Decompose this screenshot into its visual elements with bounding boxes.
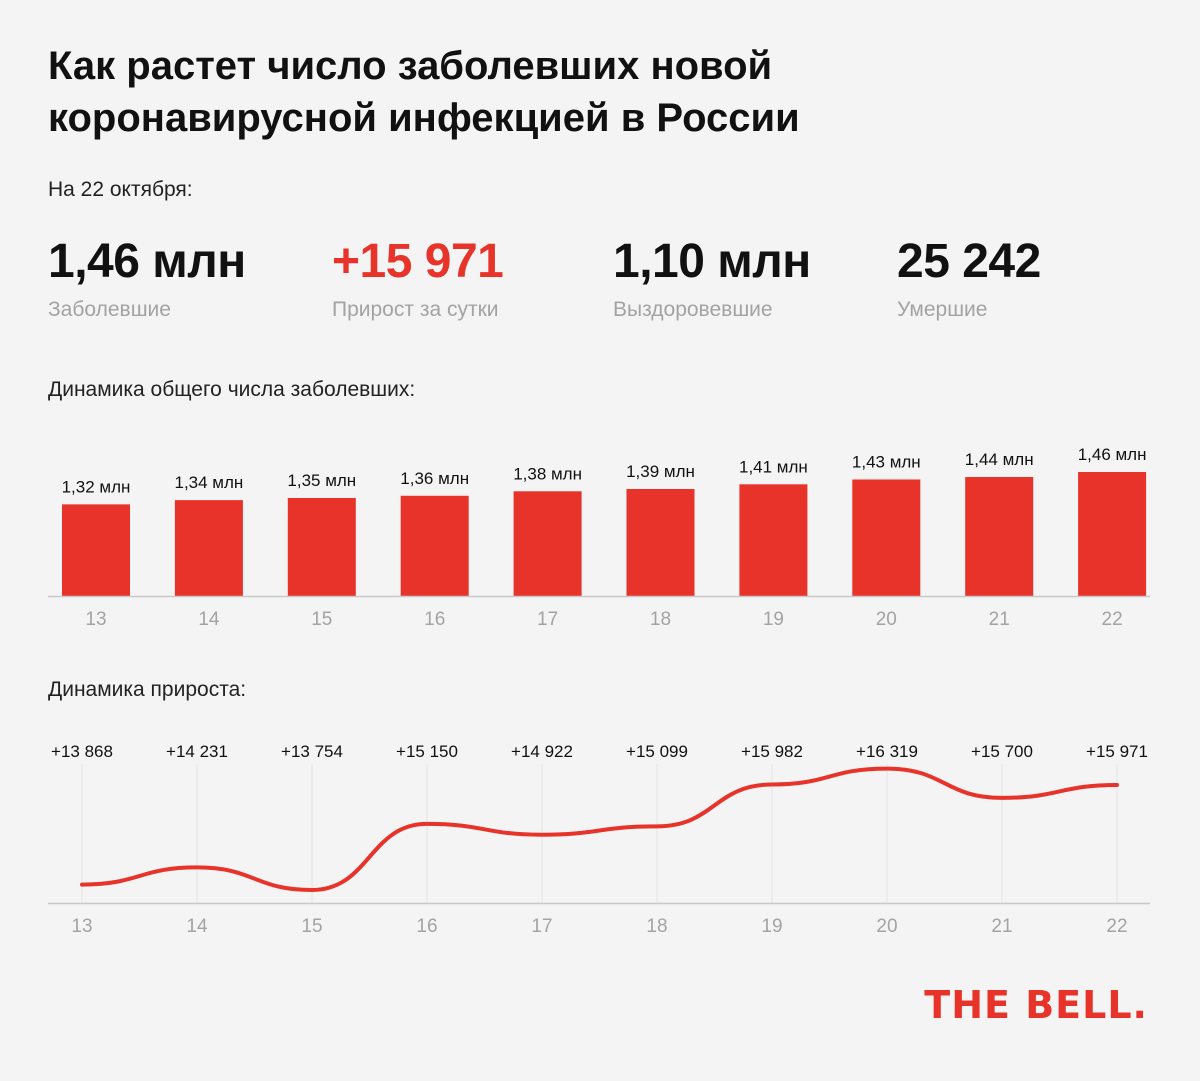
line-x-tick-label: 15 bbox=[301, 916, 322, 937]
stat-cases-label: Заболевшие bbox=[48, 298, 171, 321]
line-chart-title: Динамика прироста: bbox=[48, 678, 247, 701]
stat-recovered: 1,10 млн Выздоровевшие bbox=[613, 232, 811, 322]
bar-16 bbox=[400, 495, 469, 596]
growth-line bbox=[80, 766, 1119, 892]
bar-18 bbox=[626, 488, 695, 596]
line-x-tick-label: 17 bbox=[531, 916, 552, 937]
stat-recovered-value: 1,10 млн bbox=[613, 235, 811, 288]
bar-x-tick-label: 17 bbox=[537, 609, 558, 630]
stat-daily-growth: +15 971 Прирост за сутки bbox=[332, 232, 504, 322]
line-value-label: +13 754 bbox=[281, 742, 343, 761]
bar-value-label: 1,36 млн bbox=[400, 469, 469, 488]
line-value-label: +15 099 bbox=[626, 742, 688, 761]
line-value-label: +13 868 bbox=[51, 742, 113, 761]
line-chart: +13 868 13 +14 231 14 +13 754 15 +15 150 16 +14 … bbox=[48, 742, 1150, 937]
line-x-tick-label: 20 bbox=[876, 916, 897, 937]
line-value-label: +16 319 bbox=[856, 742, 918, 761]
page-title: Как растет число заболевших новой корона… bbox=[48, 40, 1148, 144]
the-bell-logo: THE BELL. bbox=[924, 983, 1148, 1027]
bar-value-label: 1,44 млн bbox=[965, 450, 1034, 469]
bar-x-tick-label: 18 bbox=[650, 609, 671, 630]
bar-value-label: 1,32 млн bbox=[62, 477, 131, 496]
line-x-tick-label: 18 bbox=[646, 916, 667, 937]
stat-recovered-label: Выздоровевшие bbox=[613, 298, 773, 321]
line-value-label: +15 982 bbox=[741, 742, 803, 761]
stat-deaths: 25 242 Умершие bbox=[897, 232, 1041, 322]
bar-value-label: 1,46 млн bbox=[1078, 445, 1147, 464]
stat-daily-growth-label: Прирост за сутки bbox=[332, 298, 499, 321]
stat-deaths-value: 25 242 bbox=[897, 235, 1041, 288]
bar-value-label: 1,35 млн bbox=[287, 471, 356, 490]
line-x-tick-label: 13 bbox=[71, 916, 92, 937]
bar-x-tick-label: 16 bbox=[424, 609, 445, 630]
stat-cases-value: 1,46 млн bbox=[48, 235, 246, 288]
title-line-2: коронавирусной инфекцией в России bbox=[48, 96, 800, 140]
bar-x-tick-label: 14 bbox=[198, 609, 220, 630]
bar-value-label: 1,41 млн bbox=[739, 457, 808, 476]
bar-value-label: 1,34 млн bbox=[174, 473, 243, 492]
line-x-tick-label: 22 bbox=[1106, 916, 1127, 937]
bar-14 bbox=[174, 500, 243, 596]
bar-19 bbox=[739, 484, 808, 596]
bar-13 bbox=[62, 504, 130, 596]
line-value-label: +15 971 bbox=[1086, 742, 1148, 761]
line-x-tick-label: 16 bbox=[416, 916, 437, 937]
bar-x-tick-label: 15 bbox=[311, 609, 332, 630]
bar-value-label: 1,43 млн bbox=[852, 452, 921, 471]
stat-daily-growth-value: +15 971 bbox=[332, 235, 504, 288]
line-value-label: +14 922 bbox=[511, 742, 573, 761]
bar-x-tick-label: 13 bbox=[85, 609, 106, 630]
stat-cases: 1,46 млн Заболевшие bbox=[48, 232, 246, 322]
bar-21 bbox=[965, 477, 1034, 596]
bar-x-tick-label: 19 bbox=[763, 609, 784, 630]
bar-chart: 1,32 млн 13 1,34 млн 14 1,35 млн 15 1,36 млн 16… bbox=[48, 445, 1150, 630]
bar-x-tick-label: 20 bbox=[876, 609, 897, 630]
bar-chart-title: Динамика общего числа заболевших: bbox=[48, 378, 416, 401]
line-x-tick-label: 21 bbox=[991, 916, 1012, 937]
bar-22 bbox=[1078, 472, 1147, 596]
line-x-tick-label: 14 bbox=[186, 916, 208, 937]
bar-20 bbox=[852, 479, 921, 596]
date-label: На 22 октября: bbox=[48, 178, 193, 201]
bar-x-tick-label: 22 bbox=[1102, 609, 1123, 630]
bar-value-label: 1,39 млн bbox=[626, 462, 695, 481]
bar-value-label: 1,38 млн bbox=[513, 464, 582, 483]
bar-15 bbox=[287, 497, 356, 596]
line-value-label: +15 150 bbox=[396, 742, 458, 761]
line-value-label: +15 700 bbox=[971, 742, 1033, 761]
bar-x-tick-label: 21 bbox=[989, 609, 1010, 630]
line-x-tick-label: 19 bbox=[761, 916, 782, 937]
bar-17 bbox=[513, 491, 582, 596]
line-value-label: +14 231 bbox=[166, 742, 228, 761]
stat-deaths-label: Умершие bbox=[897, 298, 988, 321]
title-line-1: Как растет число заболевших новой bbox=[48, 44, 773, 88]
